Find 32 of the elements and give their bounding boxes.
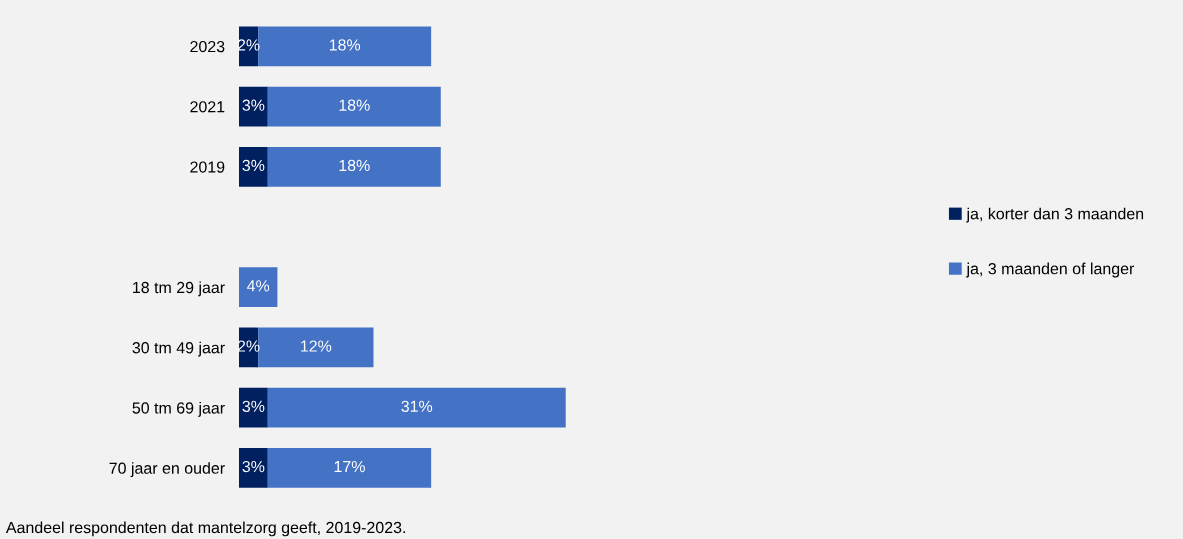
bar xyxy=(238,387,268,428)
data-label: 3% xyxy=(242,400,265,412)
bar xyxy=(258,327,374,368)
data-label: 3% xyxy=(242,460,265,473)
data-label: 18% xyxy=(329,39,361,51)
data-label: 12% xyxy=(301,340,332,352)
data-label: 17% xyxy=(334,460,365,473)
bar xyxy=(267,86,441,127)
y-tick-label: 30 tm 49 jaar xyxy=(132,341,225,357)
y-tick-label: 70 jaar en ouder xyxy=(109,462,225,478)
bar xyxy=(267,448,432,488)
bar xyxy=(258,26,432,67)
bar xyxy=(267,146,441,187)
data-label: 18% xyxy=(339,159,370,172)
data-label: 18% xyxy=(339,99,370,111)
bar xyxy=(238,448,268,488)
y-tick-label: 18 tm 29 jaar xyxy=(133,281,225,297)
data-label: 4% xyxy=(247,280,270,292)
legend-label: ja, korter dan 3 maanden xyxy=(966,207,1144,223)
legend-label: ja, 3 maanden of langer xyxy=(966,262,1135,278)
y-tick-label: 2019 xyxy=(190,161,225,173)
data-label: 3% xyxy=(242,159,265,172)
bar xyxy=(238,267,278,308)
y-tick-label: 2023 xyxy=(190,40,225,53)
bar xyxy=(238,146,268,187)
data-label: 3% xyxy=(242,99,265,111)
text: Aandeel respondenten dat mantelzorg geeft, 2019-2023. xyxy=(5,521,405,537)
y-tick-label: 50 tm 69 jaar xyxy=(132,401,225,417)
bar xyxy=(238,86,268,127)
bar xyxy=(267,387,566,428)
data-label: 31% xyxy=(401,400,433,412)
y-tick-label: 2021 xyxy=(190,101,225,113)
